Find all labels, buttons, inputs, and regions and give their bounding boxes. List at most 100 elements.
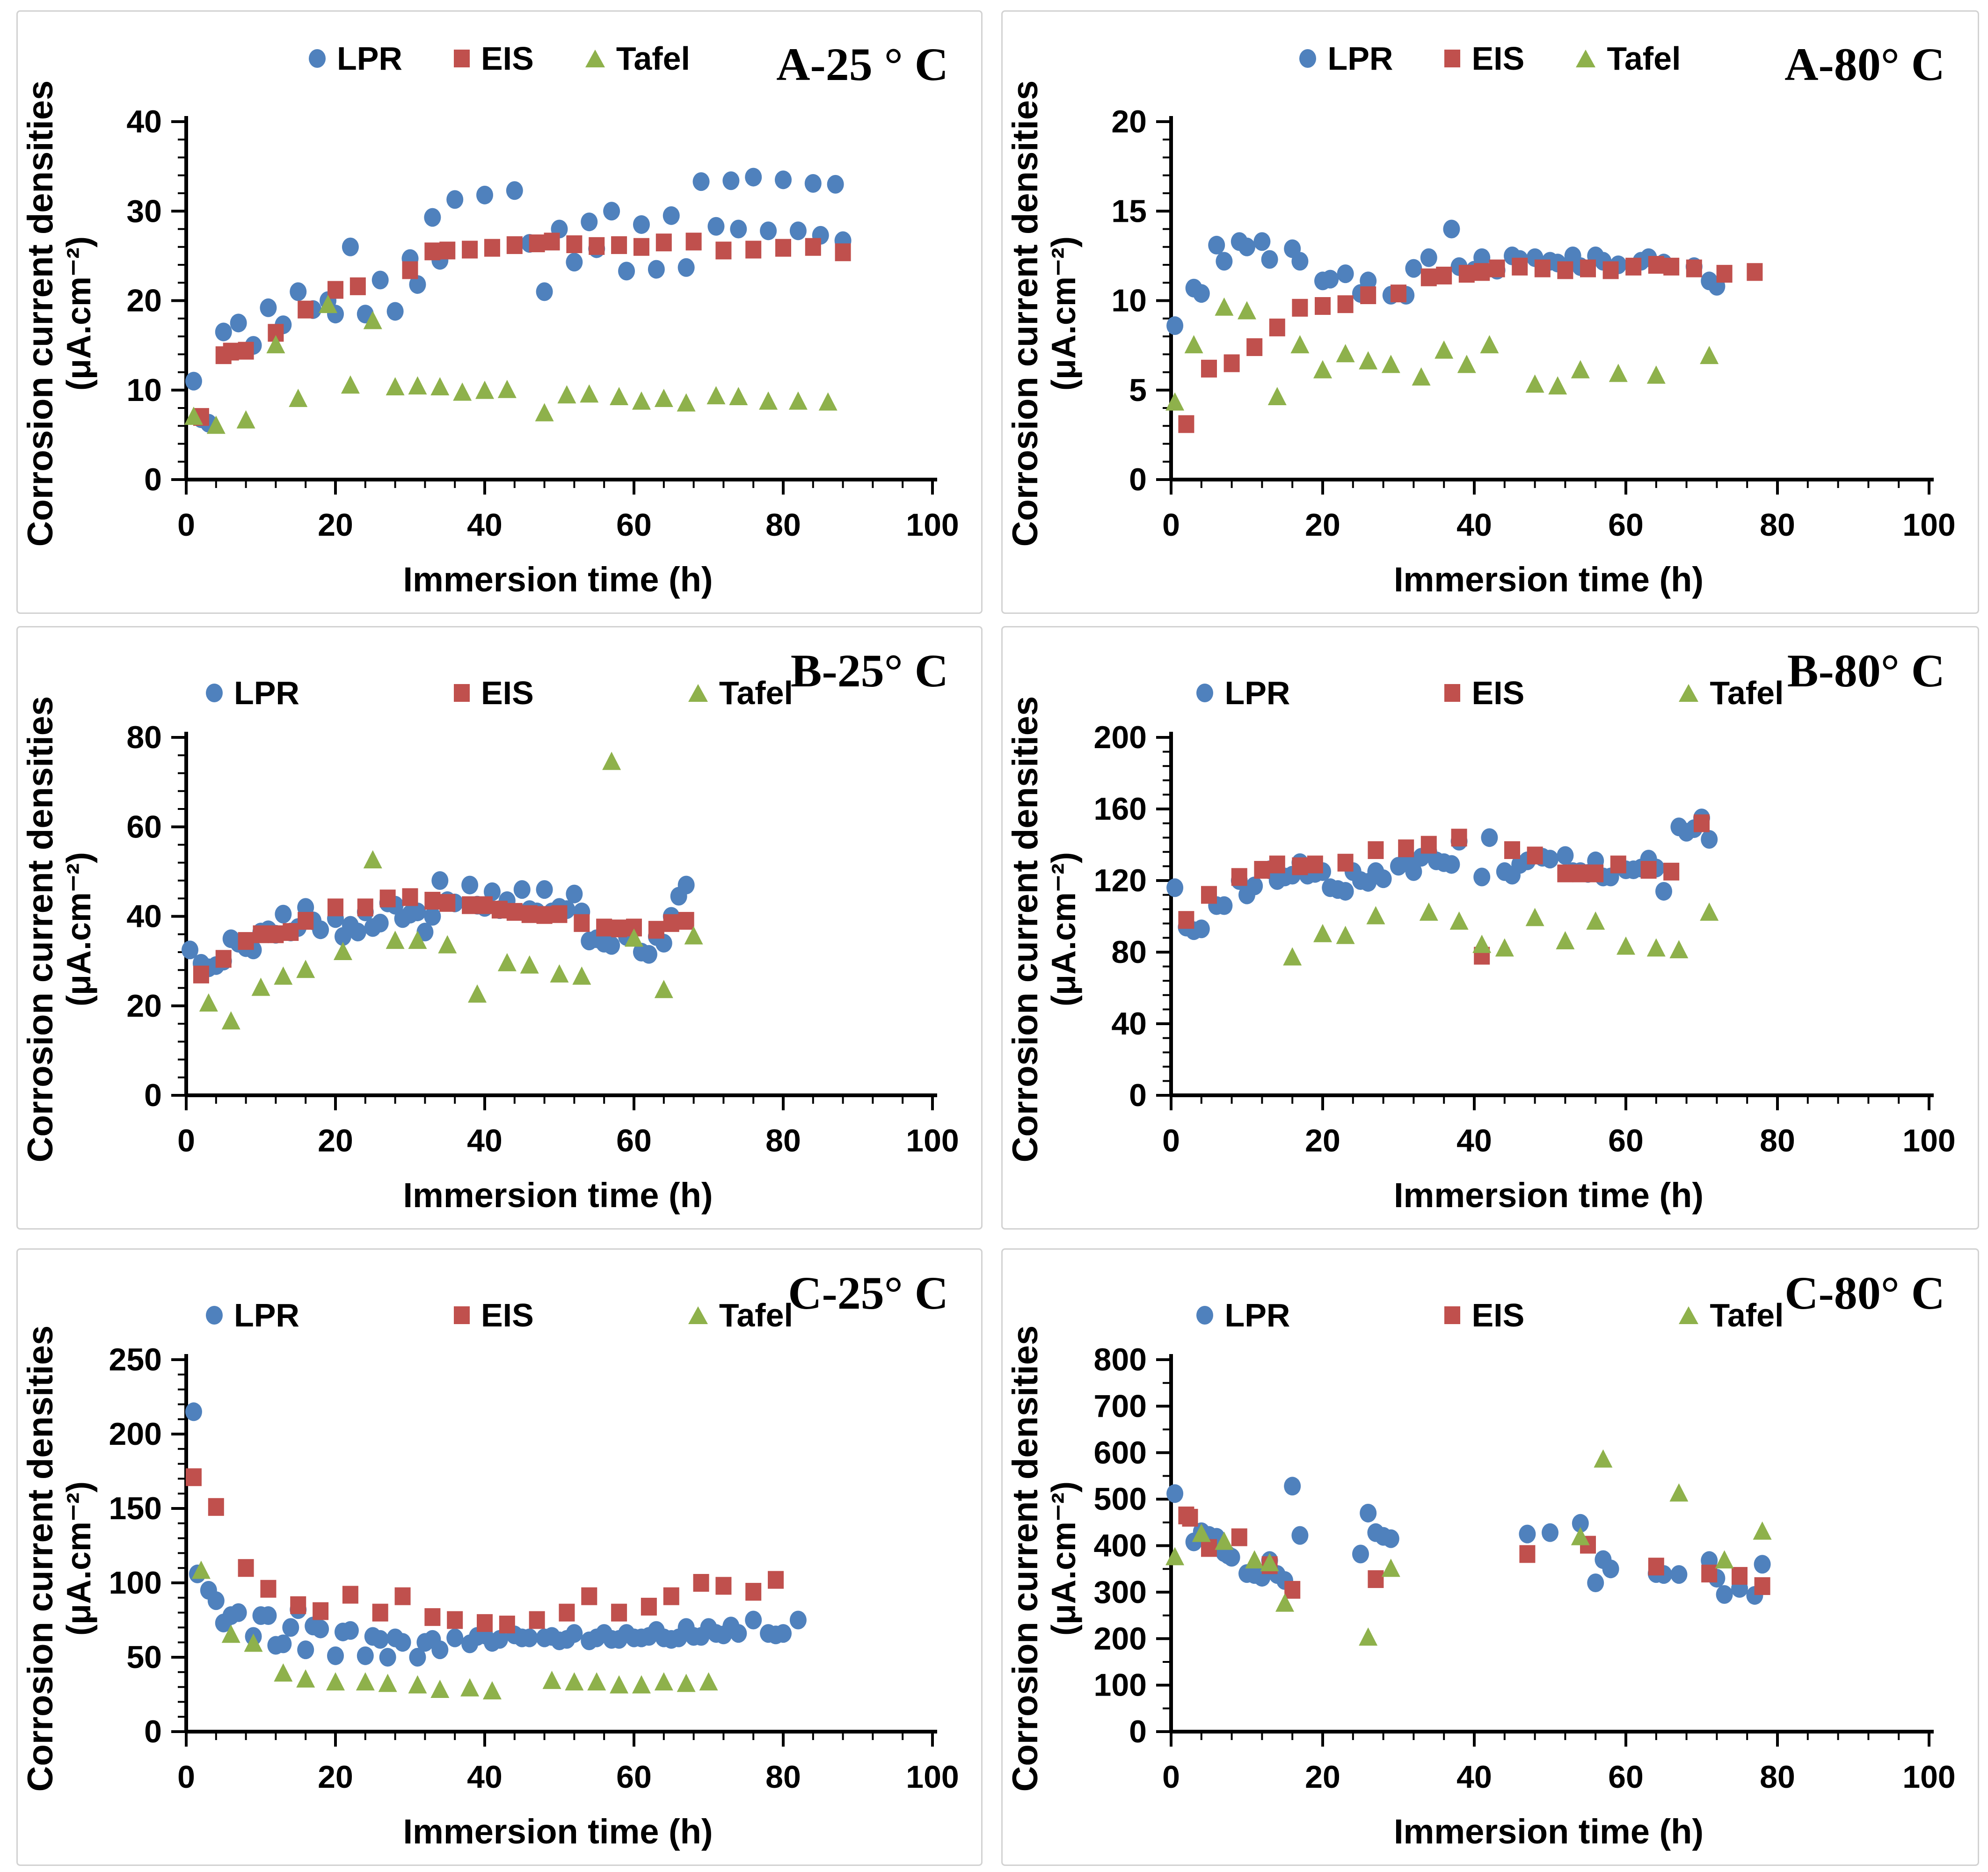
svg-text:80: 80 <box>1111 934 1147 970</box>
legend-item-tafel: Tafel <box>1576 40 1681 77</box>
svg-text:100: 100 <box>1902 1123 1955 1158</box>
legend-label: LPR <box>1224 675 1290 711</box>
tafel-marker-icon <box>688 684 708 702</box>
chart-panel-b80: LPR EIS Tafel B-80° C Corrosion current … <box>1001 626 1979 1230</box>
svg-text:0: 0 <box>1162 1123 1180 1158</box>
svg-text:80: 80 <box>126 720 162 755</box>
legend-item-eis: EIS <box>1444 1297 1524 1334</box>
svg-text:80: 80 <box>765 1123 801 1158</box>
svg-text:20: 20 <box>318 1123 353 1158</box>
legend-label: LPR <box>233 1297 299 1333</box>
lpr-marker-icon <box>1299 49 1317 68</box>
svg-text:500: 500 <box>1094 1481 1147 1517</box>
svg-text:400: 400 <box>1094 1528 1147 1564</box>
x-axis-label: Immersion time (h) <box>403 560 713 599</box>
svg-text:200: 200 <box>109 1416 162 1452</box>
lpr-marker-icon <box>205 684 223 702</box>
x-axis-label: Immersion time (h) <box>1394 560 1704 599</box>
lpr-marker-icon <box>205 1306 223 1325</box>
svg-text:0: 0 <box>144 462 162 497</box>
svg-text:160: 160 <box>1094 791 1147 827</box>
eis-marker-icon <box>453 50 470 67</box>
svg-text:40: 40 <box>467 507 502 543</box>
legend-item-eis: EIS <box>453 674 534 712</box>
svg-text:200: 200 <box>1094 1621 1147 1656</box>
legend: LPR EIS Tafel <box>18 40 981 77</box>
legend-item-tafel: Tafel <box>1679 674 1784 712</box>
svg-text:80: 80 <box>765 1759 801 1795</box>
lpr-marker-icon <box>1196 1306 1214 1325</box>
svg-text:60: 60 <box>1608 1123 1644 1158</box>
svg-text:40: 40 <box>1456 1123 1492 1158</box>
legend-item-eis: EIS <box>1444 40 1524 77</box>
svg-text:20: 20 <box>1305 1759 1340 1795</box>
svg-text:100: 100 <box>1094 1668 1147 1703</box>
legend-label: Tafel <box>719 675 793 711</box>
chart-plot-area: 0 20 40 60 80 100 0 50 100 150 200 250 <box>109 1342 959 1795</box>
legend-item-tafel: Tafel <box>688 1297 793 1334</box>
lpr-marker-icon <box>1196 684 1214 702</box>
legend-item-lpr: LPR <box>1196 674 1290 712</box>
svg-text:40: 40 <box>1456 507 1492 543</box>
chart-panel-a25: LPR EIS Tafel A-25 ° C Corrosion current… <box>16 10 983 614</box>
svg-text:10: 10 <box>1111 283 1147 319</box>
svg-text:100: 100 <box>906 1759 959 1795</box>
legend: LPR EIS Tafel <box>18 1297 981 1334</box>
legend-label: EIS <box>481 40 534 77</box>
svg-text:0: 0 <box>144 1714 162 1749</box>
legend-item-lpr: LPR <box>205 674 299 712</box>
legend-item-eis: EIS <box>1444 674 1524 712</box>
chart-panel-c25: LPR EIS Tafel C-25° C Corrosion current … <box>16 1248 983 1866</box>
legend-label: Tafel <box>1710 675 1784 711</box>
svg-text:0: 0 <box>1162 1759 1180 1795</box>
legend: LPR EIS Tafel <box>18 674 981 712</box>
svg-text:0: 0 <box>1129 462 1147 497</box>
svg-text:0: 0 <box>144 1078 162 1113</box>
legend-item-tafel: Tafel <box>688 674 793 712</box>
legend-item-eis: EIS <box>453 40 534 77</box>
svg-text:80: 80 <box>1760 1123 1795 1158</box>
svg-text:600: 600 <box>1094 1435 1147 1471</box>
legend-item-lpr: LPR <box>1196 1297 1290 1334</box>
y-axis-label: Corrosion current densities (μA.cm⁻²) <box>21 696 98 1163</box>
svg-text:40: 40 <box>467 1759 502 1795</box>
legend-item-tafel: Tafel <box>1679 1297 1784 1334</box>
tafel-marker-icon <box>1679 684 1699 702</box>
chart-plot-area: 0 20 40 60 80 100 0 40 80 120 160 200 <box>1094 720 1956 1158</box>
svg-text:60: 60 <box>1608 507 1644 543</box>
legend: LPR EIS Tafel <box>1003 1297 1978 1334</box>
chart-panel-b25: LPR EIS Tafel B-25° C Corrosion current … <box>16 626 983 1230</box>
tafel-marker-icon <box>585 50 605 67</box>
svg-text:80: 80 <box>1760 507 1795 543</box>
legend: LPR EIS Tafel <box>1003 40 1978 77</box>
x-axis-label: Immersion time (h) <box>1394 1176 1704 1215</box>
eis-marker-icon <box>1444 50 1461 67</box>
svg-text:100: 100 <box>906 507 959 543</box>
svg-text:60: 60 <box>126 809 162 845</box>
eis-marker-icon <box>453 684 470 702</box>
legend: LPR EIS Tafel <box>1003 674 1978 712</box>
legend-label: Tafel <box>1710 1297 1784 1333</box>
svg-text:15: 15 <box>1111 193 1147 229</box>
chart-title: B-25° C <box>790 645 948 697</box>
svg-text:20: 20 <box>1305 1123 1340 1158</box>
legend-label: LPR <box>336 40 402 77</box>
legend-label: LPR <box>1327 40 1393 77</box>
chart-title: A-80° C <box>1784 38 1945 90</box>
svg-text:40: 40 <box>1456 1759 1492 1795</box>
legend-label: EIS <box>1471 675 1525 711</box>
chart-title: B-80° C <box>1787 645 1945 697</box>
svg-text:20: 20 <box>1111 104 1147 139</box>
svg-text:80: 80 <box>765 507 801 543</box>
svg-text:0: 0 <box>1162 507 1180 543</box>
svg-text:20: 20 <box>318 507 353 543</box>
y-axis-label: Corrosion current densities (μA.cm⁻²) <box>21 80 98 547</box>
tafel-marker-icon <box>1679 1306 1699 1324</box>
svg-text:100: 100 <box>1902 507 1955 543</box>
svg-text:0: 0 <box>177 1759 195 1795</box>
svg-text:150: 150 <box>109 1491 162 1526</box>
lpr-marker-icon <box>308 49 326 68</box>
legend-label: EIS <box>481 675 534 711</box>
legend-label: EIS <box>1471 40 1525 77</box>
chart-title: A-25 ° C <box>776 38 948 90</box>
